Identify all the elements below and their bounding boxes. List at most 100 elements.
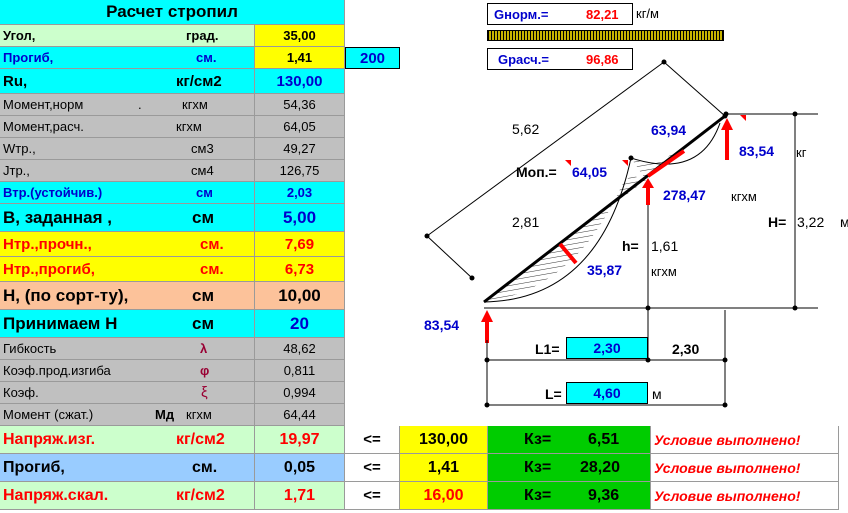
bottom-reaction-arrow-head — [481, 310, 493, 322]
rafter-diagram: Gнорм.= 82,21 кг/м Gрасч.= 96,86 — [400, 0, 848, 426]
table-title: Расчет стропил — [0, 0, 345, 25]
row-h-sort-value-text: 10,00 — [278, 285, 321, 305]
g-norm-label: Gнорм.= — [494, 6, 549, 22]
row-b-given-value[interactable]: 5,00 — [255, 204, 345, 232]
row-j-value: 126,75 — [255, 160, 345, 182]
check-deflection-value: 0,05 — [255, 454, 345, 482]
row-w-label-text: Wтр., — [3, 141, 36, 156]
row-w-unit: см3 — [191, 141, 214, 156]
row-j-value-text: 126,75 — [279, 163, 320, 178]
row-slenderness-value-text: 48,62 — [283, 341, 316, 356]
row-deflection-value[interactable]: 1,41 — [255, 47, 345, 69]
row-b-given-value-text: 5,00 — [282, 207, 317, 227]
row-h-strength-unit: см. — [200, 235, 224, 253]
row-b-given-unit: см — [192, 207, 215, 227]
row-moment-comp-symbol: Мд — [155, 407, 175, 422]
row-xi-value-text: 0,994 — [283, 385, 316, 400]
mop-value: 64,05 — [572, 164, 608, 180]
row-angle-value[interactable]: 35,00 — [255, 25, 345, 47]
row-angle-label-text: Угол, — [3, 28, 36, 43]
check-deflection-kz-value: 28,20 — [580, 458, 621, 476]
span-node-1 — [484, 357, 490, 363]
check-bending-label-text: Напряж.изг. — [3, 430, 96, 448]
comment-marker-2 — [740, 115, 746, 121]
strut-base-node — [645, 305, 651, 311]
check-bending-op-text: <= — [363, 431, 381, 448]
rafter-line — [483, 114, 726, 304]
row-h-accept-value[interactable]: 20 — [255, 310, 345, 338]
support-unit: кгхм — [731, 189, 757, 204]
check-bending-unit: кг/см2 — [176, 430, 225, 448]
row-moment-comp-label: Момент (сжат.) Мд кгхм — [0, 404, 255, 426]
check-deflection-op: <= — [345, 454, 400, 482]
check-bending-kz: Кз= 6,51 — [488, 426, 651, 454]
check-shear-label-text: Напряж.скал. — [3, 486, 109, 504]
table-title-text: Расчет стропил — [106, 2, 238, 21]
support-arrow-head — [642, 178, 654, 188]
moment-node — [628, 155, 634, 161]
dim-node-3 — [469, 275, 475, 281]
row-h-deflection-label: Нтр.,прогиб, см. — [0, 257, 255, 282]
g-calc-value: 96,86 — [586, 51, 619, 67]
row-j-unit: см4 — [191, 163, 214, 178]
row-buckling-value-text: 0,811 — [283, 363, 316, 378]
check-deflection-kz-label: Кз= — [524, 458, 552, 476]
l-value-box[interactable]: 4,60 — [566, 382, 648, 404]
row-slenderness-value: 48,62 — [255, 338, 345, 360]
row-moment-norm-label-text: Момент,норм — [3, 97, 84, 112]
row-h-sort-value: 10,00 — [255, 282, 345, 310]
check-deflection-unit: см. — [192, 458, 218, 476]
l1-value-box[interactable]: 2,30 — [566, 337, 648, 359]
row-ru-value[interactable]: 130,00 — [255, 69, 345, 94]
comment-marker-3 — [622, 160, 628, 166]
row-b-stab-label-text: Втр.(устойчив.) — [3, 185, 103, 200]
span-moment-unit: кгхм — [651, 264, 677, 279]
distributed-load-bar — [487, 30, 724, 41]
g-norm-box: Gнорм.= 82,21 — [487, 3, 633, 25]
row-h-sort-label-text: Н, (по сорт-ту), — [3, 285, 129, 305]
lambda-symbol: λ — [200, 341, 208, 356]
deflection-ratio-input[interactable]: 200 — [345, 47, 400, 69]
h-dim-node-bottom — [792, 305, 798, 311]
row-h-strength-label: Нтр.,прочн., см. — [0, 232, 255, 257]
l1-value: 2,30 — [593, 340, 621, 356]
row-angle-unit: град. — [186, 28, 219, 43]
check-bending-status: Условие выполнено! — [651, 426, 839, 454]
check-bending-kz-value: 6,51 — [588, 430, 620, 448]
moment-curve-lower — [483, 157, 632, 303]
len-half-label: 2,81 — [512, 214, 540, 230]
support-force-label: 278,47 — [663, 187, 706, 203]
row-moment-comp-value-text: 64,44 — [283, 407, 316, 422]
check-deflection-op-text: <= — [363, 459, 381, 476]
row-deflection-label-text: Прогиб, — [3, 50, 54, 65]
row-moment-calc-value: 64,05 — [255, 116, 345, 138]
row-moment-comp-unit: кгхм — [186, 407, 212, 422]
row-b-stab-unit: см — [196, 185, 213, 200]
row-moment-calc-unit: кгхм — [176, 119, 202, 134]
row-buckling-label-text: Коэф.прод.изгиба — [3, 363, 111, 378]
row-deflection-unit: см. — [196, 50, 217, 65]
row-h-sort-label: Н, (по сорт-ту), см — [0, 282, 255, 310]
dim-ext-top — [663, 61, 726, 117]
check-deflection-label-text: Прогиб, — [3, 458, 65, 476]
check-shear-label: Напряж.скал. кг/см2 — [0, 482, 255, 510]
row-moment-comp-label-text: Момент (сжат.) — [3, 407, 94, 422]
check-shear-status-text: Условие выполнено! — [654, 487, 801, 504]
row-ru-value-text: 130,00 — [276, 72, 323, 90]
hh-label: h= — [622, 238, 639, 254]
g-calc-box: Gрасч.= 96,86 — [487, 48, 633, 70]
row-xi-label: Коэф. ξ — [0, 382, 255, 404]
g-norm-value: 82,21 — [586, 6, 619, 22]
row-xi-value: 0,994 — [255, 382, 345, 404]
check-row-deflection: Прогиб, см. 0,05 <= 1,41 Кз= 28,20 Услов… — [0, 454, 848, 482]
row-slenderness-label: Гибкость λ — [0, 338, 255, 360]
check-deflection-value-text: 0,05 — [283, 458, 316, 476]
xi-symbol: ξ — [201, 384, 208, 401]
row-buckling-value: 0,811 — [255, 360, 345, 382]
row-buckling-label: Коэф.прод.изгиба φ — [0, 360, 255, 382]
top-reaction-arrow-head — [721, 118, 733, 130]
apex-node — [723, 111, 729, 117]
span-node-4 — [484, 402, 490, 408]
row-ru-unit: кг/см2 — [176, 72, 222, 90]
h-label: H= — [768, 214, 787, 230]
